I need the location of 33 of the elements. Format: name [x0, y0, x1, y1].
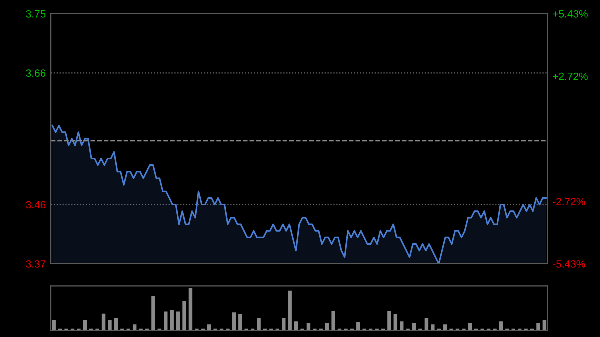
- bar: [176, 312, 180, 331]
- bar: [536, 323, 540, 331]
- y2-tick-label: -2.72%: [553, 198, 586, 206]
- y2-tick-label: +2.72%: [553, 72, 588, 80]
- bar: [388, 311, 392, 331]
- bar: [170, 310, 174, 331]
- y2-tick-label: +5.43%: [553, 10, 588, 18]
- bar: [424, 318, 429, 331]
- bar: [238, 314, 242, 331]
- y-tick-label: 3.37: [26, 260, 46, 268]
- bar: [294, 322, 298, 331]
- y-tick-label: 3.46: [26, 201, 46, 209]
- bar: [102, 314, 106, 331]
- bar: [164, 312, 168, 331]
- bar: [188, 288, 193, 331]
- bar: [182, 301, 186, 331]
- bar: [52, 320, 56, 331]
- y-tick-label: 3.75: [26, 10, 46, 18]
- bar: [108, 320, 112, 331]
- bar: [400, 322, 404, 331]
- bar: [232, 312, 236, 331]
- bar: [152, 296, 156, 331]
- bar: [257, 318, 261, 331]
- y-tick-label: 3.66: [26, 70, 46, 78]
- bar: [114, 318, 118, 331]
- y2-tick-label: -5.43%: [553, 260, 586, 268]
- bar: [282, 318, 286, 331]
- bar: [499, 322, 504, 331]
- bar: [431, 324, 435, 331]
- bar: [332, 311, 336, 331]
- bar: [394, 314, 398, 331]
- bar: [288, 290, 292, 331]
- bar: [356, 322, 360, 331]
